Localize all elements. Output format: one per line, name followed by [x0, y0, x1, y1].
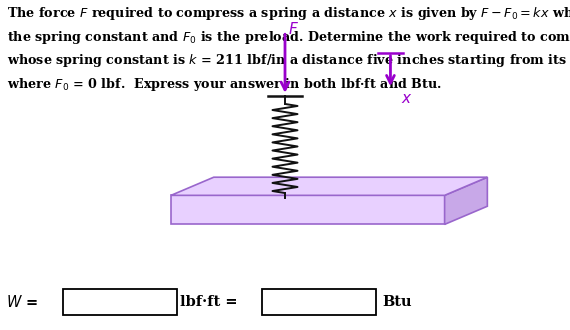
Bar [262, 289, 376, 315]
Text: whose spring constant is $k$ = 211 lbf/in a distance five inches starting from i: whose spring constant is $k$ = 211 lbf/i… [7, 52, 570, 70]
Polygon shape [445, 177, 487, 224]
Text: lbf·ft =: lbf·ft = [180, 295, 237, 309]
Polygon shape [171, 177, 487, 195]
Text: $x$: $x$ [401, 91, 412, 106]
Bar [63, 289, 177, 315]
Text: The force $F$ required to compress a spring a distance $x$ is given by $F - F_0 : The force $F$ required to compress a spr… [7, 5, 570, 22]
Polygon shape [171, 195, 445, 224]
Text: Btu: Btu [382, 295, 412, 309]
Text: where $F_0$ = 0 lbf.  Express your answer in both lbf·ft and Btu.: where $F_0$ = 0 lbf. Express your answer… [7, 76, 442, 93]
Text: the spring constant and $F_0$ is the preload. Determine the work required to com: the spring constant and $F_0$ is the pre… [7, 29, 570, 46]
Text: $W$ =: $W$ = [6, 294, 38, 310]
Text: $F$: $F$ [288, 21, 299, 37]
